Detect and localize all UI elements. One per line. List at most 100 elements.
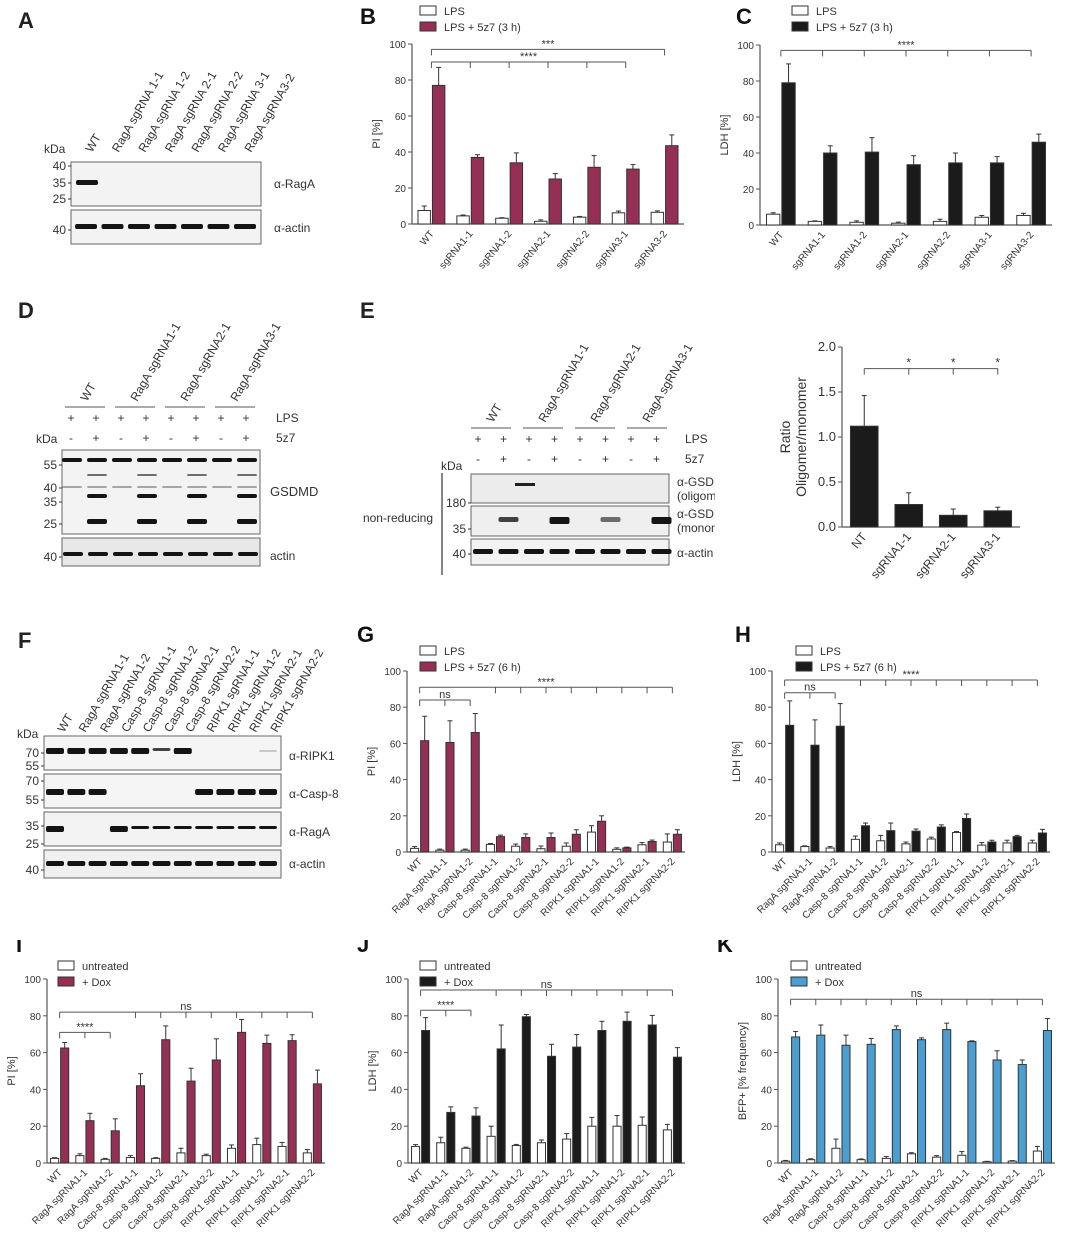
band (237, 494, 257, 498)
legend-label: LPS (820, 646, 841, 658)
bar-control (982, 1161, 992, 1164)
blot-label-actin: α-actin (289, 857, 325, 871)
bar-treated (312, 1083, 322, 1164)
bar-treated (835, 725, 845, 853)
x-tick-label: sgRNA1-2 (831, 230, 869, 273)
band (216, 826, 235, 829)
bar-control (1032, 1150, 1042, 1164)
band (163, 552, 183, 556)
bar-treated (1031, 141, 1046, 226)
raga-blot (70, 161, 262, 207)
band (473, 549, 493, 554)
bar-control (586, 831, 597, 853)
kda-marker: 40 (44, 550, 58, 564)
band (113, 552, 133, 556)
legend-swatch (790, 960, 808, 971)
5z7-row-label: 5z7 (276, 431, 296, 445)
bar-treated (597, 1030, 607, 1164)
band (162, 458, 182, 462)
bar-treated (110, 1130, 120, 1164)
bar-control (511, 845, 521, 853)
y-tick-label: 60 (390, 739, 402, 750)
bar-treated (1037, 832, 1047, 853)
x-tick-label: sgRNA2-1 (873, 230, 911, 273)
x-tick-label: sgRNA1-1 (868, 530, 915, 582)
legend-swatch (795, 661, 813, 672)
bar-control (806, 1159, 816, 1164)
5z7-sign: + (551, 452, 558, 466)
band (651, 517, 672, 524)
lps-sign: + (167, 411, 174, 425)
band (173, 861, 192, 866)
bar-control (435, 849, 445, 853)
panel-letter-a: A (18, 8, 34, 33)
band (46, 748, 64, 754)
x-tick-label: NT (849, 529, 870, 551)
y-tick-label: 20 (761, 1122, 773, 1133)
y-tick-label: 100 (385, 975, 402, 986)
legend-label: LPS (444, 6, 465, 18)
y-axis-label: BFP+ [% frequency] (737, 1022, 749, 1120)
x-tick-label: sgRNA3-2 (632, 229, 670, 272)
band (87, 486, 107, 488)
band (46, 789, 64, 795)
bar-control (277, 1145, 287, 1164)
bar-control (611, 212, 626, 225)
band (237, 474, 257, 476)
lps-sign: + (142, 411, 149, 425)
bar-treated (665, 145, 679, 225)
y-tick-label: 20 (395, 184, 407, 195)
legend-swatch (57, 960, 75, 971)
lps-sign: + (525, 432, 532, 446)
legend-label: LPS + 5z7 (6 h) (820, 662, 897, 674)
lps-sign: + (67, 411, 74, 425)
bar-treated (917, 1039, 927, 1164)
significance-label: ns (439, 689, 451, 701)
legend-swatch (795, 645, 813, 656)
band (88, 748, 107, 754)
band (259, 826, 277, 829)
significance-label: **** (437, 999, 455, 1011)
band (46, 861, 64, 866)
bar-control (486, 1135, 496, 1164)
bar-treated (860, 825, 871, 853)
kda-marker: 40 (453, 547, 467, 561)
y-tick-label: 100 (749, 667, 766, 678)
band (112, 458, 132, 462)
y-tick-label: 80 (755, 703, 767, 714)
bar-treated (622, 847, 632, 853)
band (259, 789, 277, 795)
bar-treated (647, 1024, 657, 1164)
y-tick-label: 40 (395, 148, 407, 159)
bar-control (1002, 842, 1012, 853)
panel-letter-i: I (16, 940, 22, 957)
bar-control (417, 210, 431, 225)
bar-treated (186, 1080, 196, 1164)
x-tick-label: WT (46, 1167, 65, 1186)
group-label: WT (77, 380, 99, 404)
band (67, 789, 86, 795)
panel-letter-j: J (357, 940, 369, 957)
blot-label-actin: α-actin (677, 546, 713, 560)
band (173, 748, 192, 754)
x-tick-label: sgRNA1-1 (790, 230, 828, 273)
band (112, 486, 132, 488)
bar-treated (495, 836, 506, 853)
band (137, 494, 157, 498)
band (88, 861, 107, 866)
bar-control (926, 838, 936, 853)
bar-control (951, 831, 962, 853)
bar-treated (445, 741, 455, 853)
legend-label: untreated (82, 961, 128, 973)
band (195, 861, 214, 866)
legend-label: + Dox (82, 977, 112, 989)
kda-marker: 70 (26, 746, 40, 760)
bar-treated (470, 732, 480, 853)
kda-label: kDa (36, 432, 58, 446)
significance-label: * (951, 356, 956, 370)
band (62, 458, 82, 462)
kda-label: kDa (441, 459, 463, 473)
y-tick-label: 40 (743, 149, 755, 160)
band (237, 486, 257, 488)
